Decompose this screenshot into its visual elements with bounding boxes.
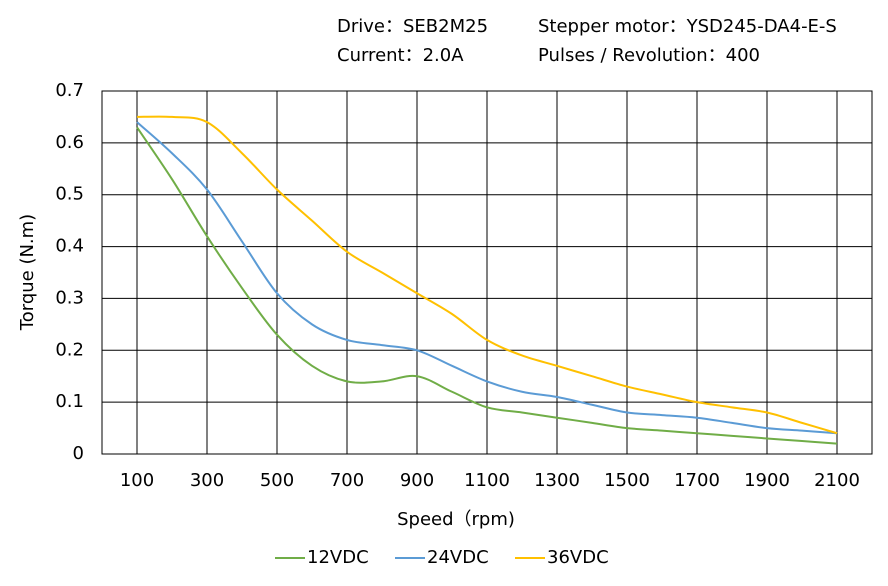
header-current: Current：2.0A — [337, 45, 464, 66]
legend-label: 36VDC — [547, 547, 609, 568]
x-tick-label: 100 — [120, 470, 154, 491]
x-tick-label: 2100 — [814, 470, 860, 491]
y-tick-label: 0.7 — [55, 80, 84, 101]
series-line — [136, 115, 838, 435]
x-tick-label: 1100 — [464, 470, 510, 491]
legend-label: 24VDC — [427, 547, 489, 568]
y-axis-title: Torque (N.m) — [17, 214, 38, 331]
header-drive: Drive：SEB2M25 — [337, 16, 488, 37]
y-tick-label: 0.3 — [55, 287, 84, 308]
y-tick-label: 0.1 — [55, 391, 84, 412]
series-line — [136, 121, 838, 435]
x-tick-label: 1700 — [674, 470, 720, 491]
y-tick-label: 0.4 — [55, 236, 84, 257]
series-line — [136, 126, 838, 445]
header-motor: Stepper motor：YSD245-DA4-E-S — [538, 16, 837, 37]
x-tick-label: 300 — [190, 470, 224, 491]
x-tick-label: 1900 — [744, 470, 790, 491]
y-tick-label: 0.5 — [55, 184, 84, 205]
header-pulses: Pulses / Revolution：400 — [538, 45, 760, 66]
legend-label: 12VDC — [307, 547, 369, 568]
x-axis-title: Speed（rpm) — [397, 509, 515, 530]
y-tick-label: 0.2 — [55, 339, 84, 360]
x-tick-label: 900 — [400, 470, 434, 491]
y-tick-label: 0.6 — [55, 132, 84, 153]
x-tick-label: 700 — [330, 470, 364, 491]
y-tick-label: 0 — [73, 443, 84, 464]
x-tick-label: 1500 — [604, 470, 650, 491]
x-tick-label: 1300 — [534, 470, 580, 491]
x-tick-label: 500 — [260, 470, 294, 491]
